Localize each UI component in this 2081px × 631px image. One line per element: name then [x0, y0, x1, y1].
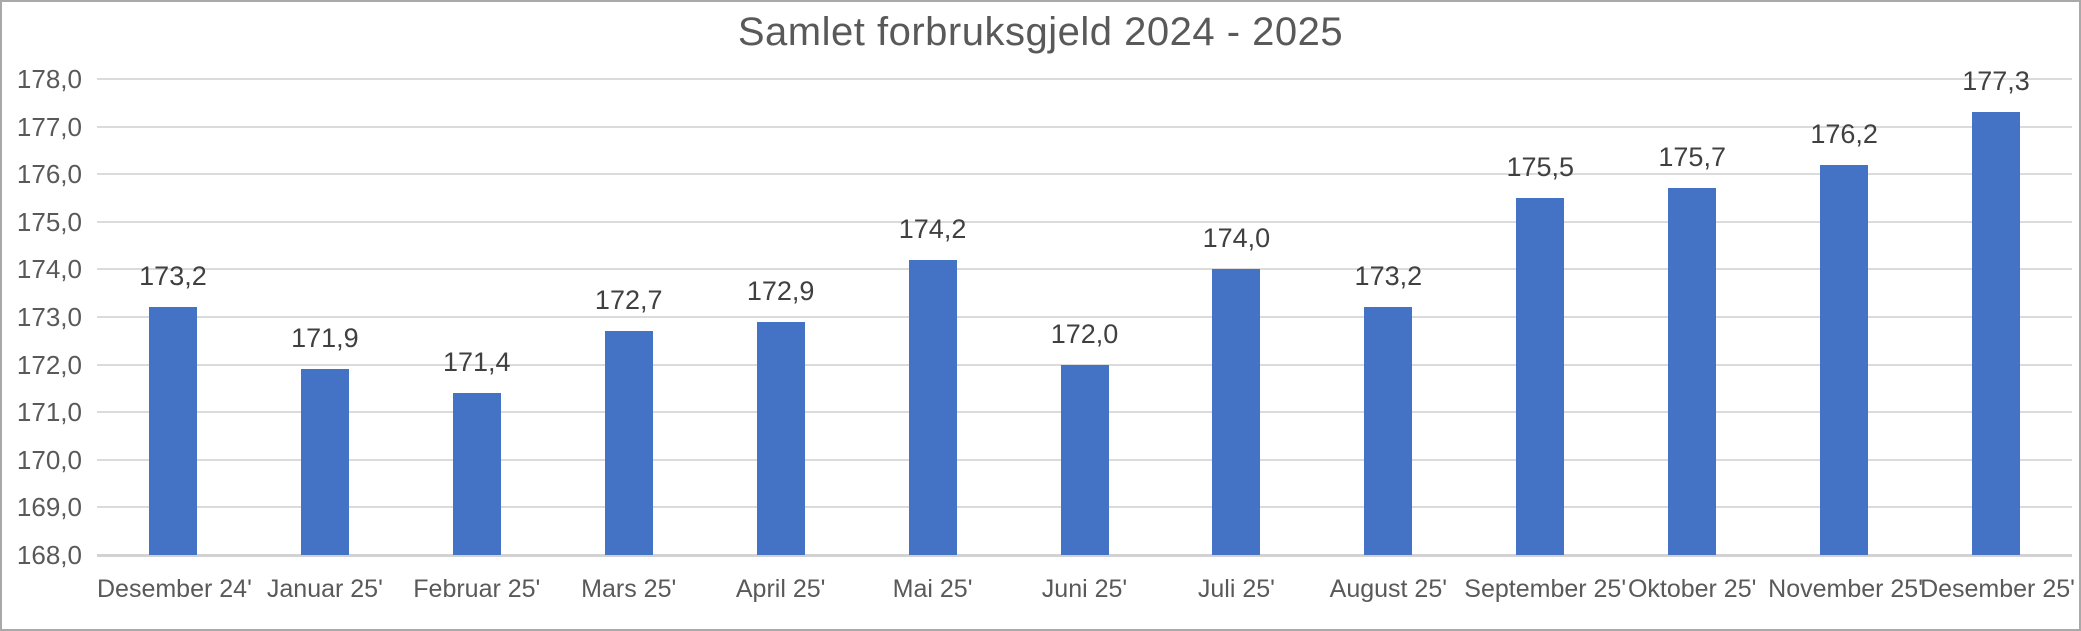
y-axis-tick-label: 177,0: [16, 111, 82, 142]
x-axis-category-label: Mars 25': [581, 575, 677, 603]
x-axis-category-label: Juli 25': [1197, 575, 1275, 603]
x-axis-line: [97, 554, 2072, 557]
bar[interactable]: [300, 369, 349, 555]
gridline: [97, 220, 2072, 223]
bar[interactable]: [1820, 164, 1869, 555]
bar[interactable]: [604, 331, 653, 555]
y-axis-tick-label: 178,0: [16, 64, 82, 94]
gridline: [97, 316, 2072, 318]
bar[interactable]: [756, 321, 805, 555]
y-axis-tick-label: 173,0: [16, 302, 82, 332]
x-axis-category-label: September 25': [1464, 575, 1627, 603]
bar[interactable]: [1212, 269, 1261, 555]
gridline: [97, 268, 2072, 271]
y-axis-tick-label: 169,0: [16, 492, 82, 523]
bar-data-label: 172,9: [746, 275, 815, 306]
bar[interactable]: [1972, 112, 2021, 555]
bar[interactable]: [1060, 364, 1109, 555]
bar[interactable]: [1364, 307, 1413, 555]
bar-data-label: 174,2: [898, 213, 967, 244]
bar-data-label: 172,7: [594, 285, 663, 316]
y-axis-tick-label: 170,0: [16, 444, 82, 475]
y-axis-tick-label: 175,0: [16, 206, 82, 237]
bar-data-label: 171,4: [443, 347, 511, 378]
x-axis-category-label: Februar 25': [413, 575, 541, 603]
bar-data-label: 176,2: [1810, 118, 1878, 149]
bar-data-label: 173,2: [1354, 261, 1423, 292]
y-axis-tick-label: 168,0: [16, 540, 82, 570]
bar-data-label: 177,3: [1962, 66, 2030, 97]
gridline: [97, 78, 2072, 80]
x-axis-category-label: Juni 25': [1041, 575, 1128, 603]
x-axis-category-label: Januar 25': [266, 575, 383, 603]
bar[interactable]: [1668, 188, 1717, 555]
y-axis-tick-label: 176,0: [16, 159, 82, 190]
bar-data-label: 172,0: [1050, 318, 1119, 349]
x-axis-category-label: Desember 25': [1920, 575, 2075, 603]
x-axis-category-label: November 25': [1768, 575, 1923, 603]
x-axis-category-label: August 25': [1329, 575, 1448, 603]
bar[interactable]: [1516, 198, 1565, 555]
y-axis-tick-label: 174,0: [16, 254, 82, 285]
bar-data-label: 174,0: [1202, 223, 1271, 254]
y-axis-tick-label: 171,0: [16, 397, 82, 428]
x-axis-category-label: Oktober 25': [1627, 575, 1757, 603]
bar-data-label: 173,2: [139, 261, 207, 292]
gridline: [97, 173, 2072, 176]
bar[interactable]: [908, 259, 957, 555]
bar[interactable]: [148, 307, 197, 555]
y-axis-tick-label: 172,0: [16, 349, 82, 380]
bar-data-label: 175,7: [1658, 142, 1726, 173]
x-axis-category-label: April 25': [735, 575, 826, 603]
bar-data-label: 171,9: [291, 323, 359, 354]
chart-title: Samlet forbruksgjeld 2024 - 2025: [737, 10, 1344, 54]
x-axis-category-label: Desember 24': [97, 575, 252, 603]
bar-data-label: 175,5: [1506, 152, 1575, 182]
bar[interactable]: [452, 393, 501, 555]
x-axis-category-label: Mai 25': [892, 575, 973, 603]
gridline: [97, 125, 2072, 128]
